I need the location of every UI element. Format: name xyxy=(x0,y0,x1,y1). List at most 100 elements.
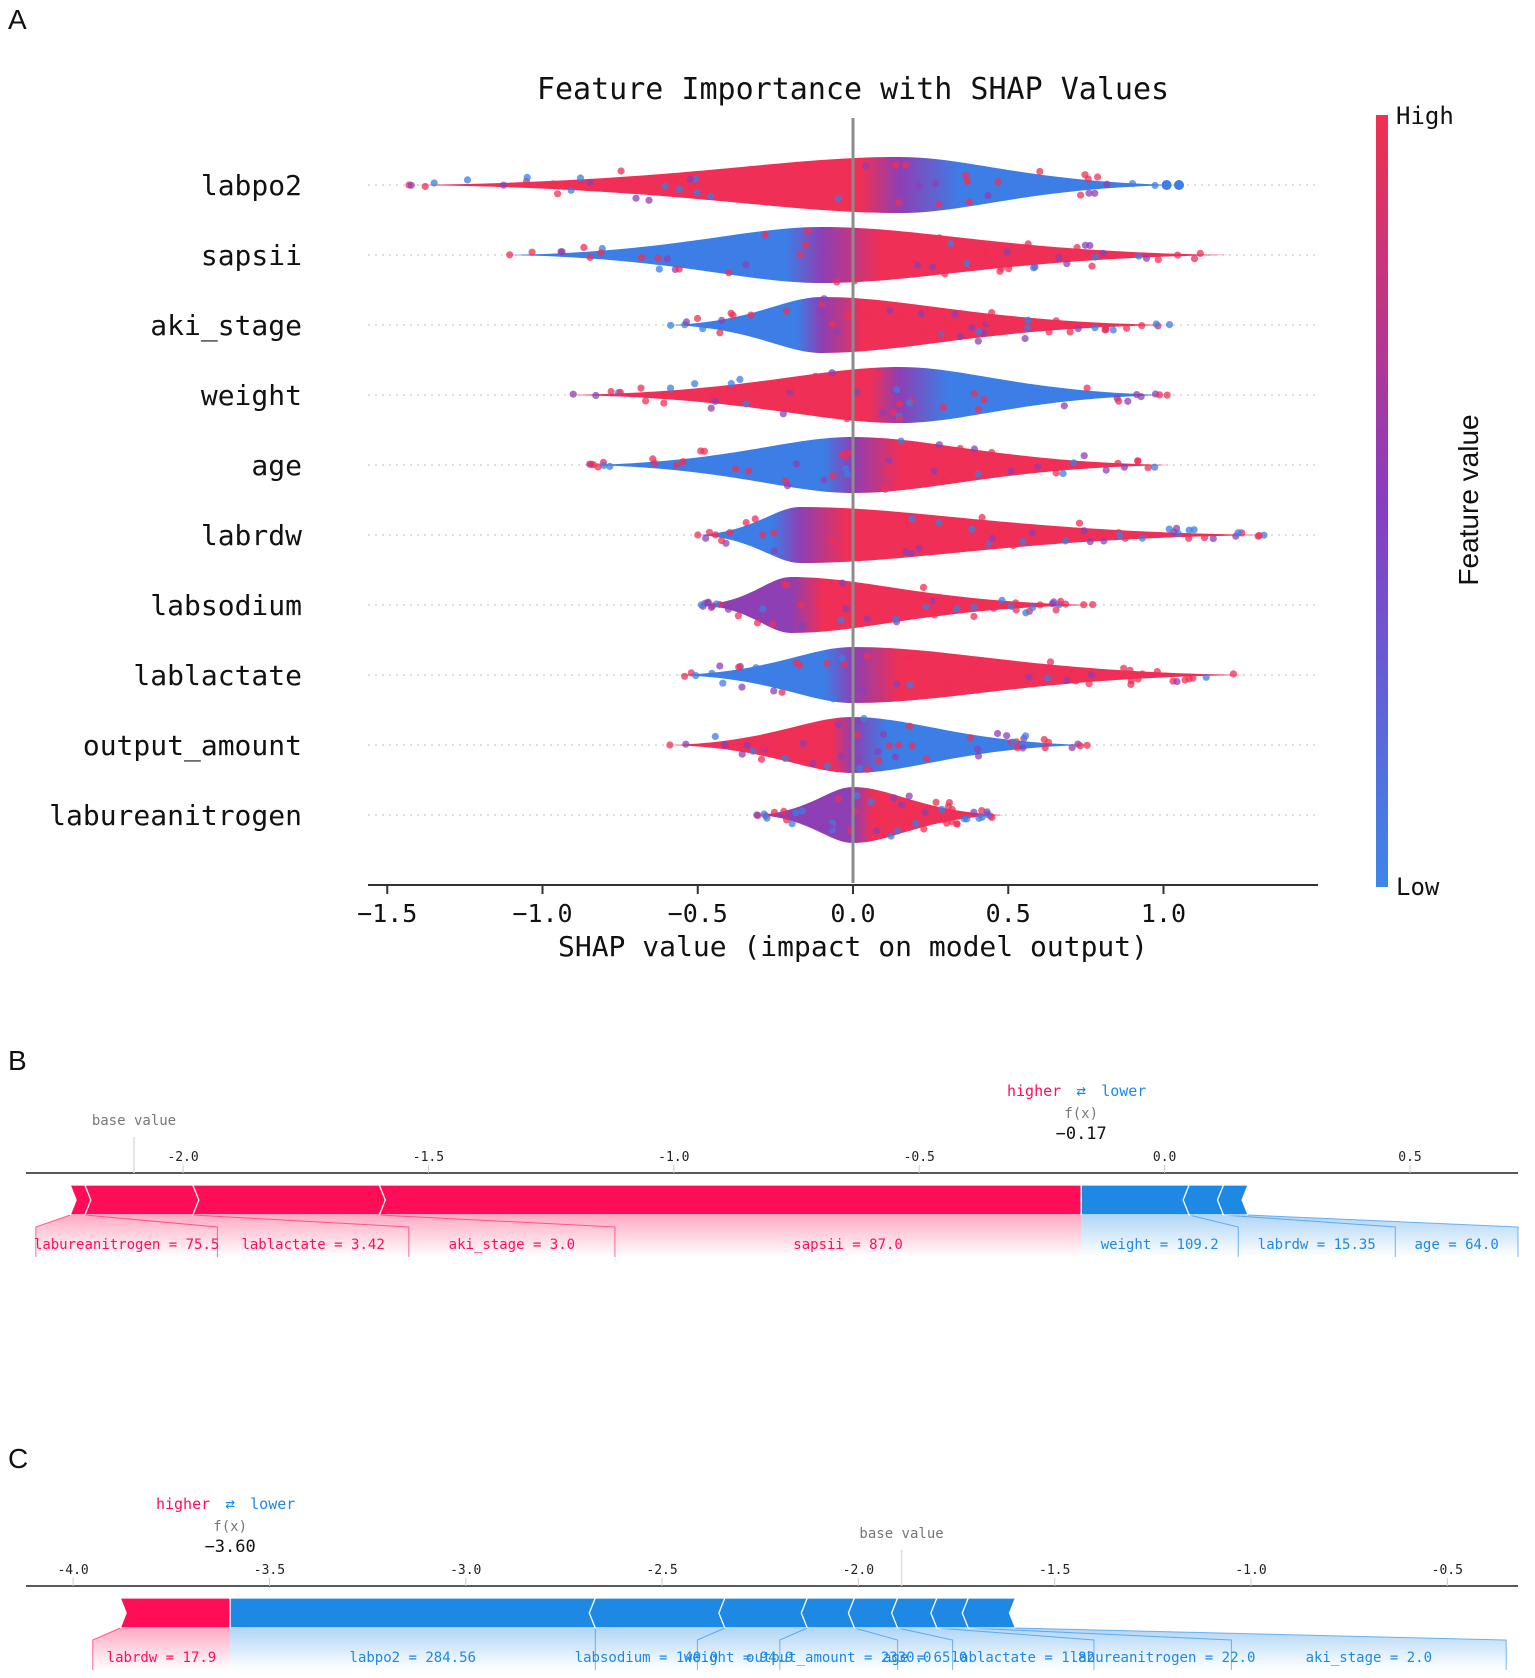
shap-point xyxy=(709,389,717,398)
shap-point xyxy=(1165,321,1174,329)
force-segment-negative xyxy=(800,1597,856,1629)
shap-point xyxy=(1124,397,1132,405)
feature-label: sapsii xyxy=(201,239,302,272)
shap-point xyxy=(854,718,862,726)
fx-value: −0.17 xyxy=(1056,1124,1107,1144)
shap-point xyxy=(829,538,837,547)
force-tick-label: -3.0 xyxy=(450,1563,481,1578)
chart-title: Feature Importance with SHAP Values xyxy=(537,72,1169,107)
force-feature-label: labureanitrogen = 22.0 xyxy=(1070,1650,1255,1666)
shap-point xyxy=(1013,744,1021,752)
shap-point xyxy=(1091,253,1099,261)
shap-point xyxy=(930,611,939,619)
shap-point xyxy=(994,178,1002,186)
shap-point xyxy=(769,620,777,628)
shap-point xyxy=(1109,326,1117,334)
shap-point xyxy=(930,467,938,475)
shap-point xyxy=(792,460,800,468)
shap-point xyxy=(655,265,663,273)
shap-point xyxy=(1086,241,1094,250)
shap-point xyxy=(1094,173,1102,181)
shap-point xyxy=(1174,251,1182,259)
shap-point xyxy=(754,383,763,391)
shap-point xyxy=(968,525,976,533)
shap-point xyxy=(759,531,767,539)
colorbar-low-label: Low xyxy=(1396,873,1440,901)
force-tick-label: -1.0 xyxy=(1235,1563,1266,1578)
force-feature-label: age = 64.0 xyxy=(1415,1237,1499,1253)
shap-point xyxy=(1061,537,1070,545)
shap-point xyxy=(951,310,959,318)
shap-point xyxy=(872,610,881,618)
shap-point xyxy=(895,741,903,749)
lower-label: lower xyxy=(250,1495,295,1513)
shap-point xyxy=(860,714,868,723)
shap-point xyxy=(726,529,734,537)
shap-point xyxy=(994,729,1002,738)
feature-label: weight xyxy=(201,379,302,412)
shap-point xyxy=(880,730,888,739)
shap-point xyxy=(686,175,695,183)
shap-point xyxy=(1100,537,1108,545)
shap-point xyxy=(724,605,733,613)
shap-point xyxy=(1036,167,1044,176)
x-axis-ticks: −1.5 −1.0 −0.5 0.0 0.5 1.0 xyxy=(357,885,1186,928)
shap-point xyxy=(1102,324,1110,332)
shap-point xyxy=(938,805,946,814)
colorbar xyxy=(1376,115,1388,887)
shap-point xyxy=(874,371,882,379)
force-tick-label: -3.5 xyxy=(254,1563,285,1578)
shap-point xyxy=(828,369,836,377)
shap-point xyxy=(1060,402,1068,410)
shap-point xyxy=(549,180,557,188)
shap-point xyxy=(770,687,778,695)
shap-point xyxy=(757,755,766,763)
shap-point xyxy=(963,177,972,186)
shap-point xyxy=(867,813,875,821)
shap-point xyxy=(990,604,998,612)
beeswarm-density xyxy=(669,717,1089,773)
shap-point xyxy=(798,807,806,815)
shap-point xyxy=(1234,529,1242,537)
shap-point xyxy=(802,241,810,249)
force-label-band xyxy=(1223,1215,1518,1257)
shap-point xyxy=(792,809,800,817)
shap-point xyxy=(739,461,748,469)
force-connector xyxy=(92,1627,121,1670)
shap-point xyxy=(697,601,706,609)
shap-point xyxy=(935,332,943,340)
force-connector xyxy=(379,1214,616,1257)
beeswarm-density xyxy=(697,507,1273,563)
shap-point xyxy=(863,653,872,661)
shap-point xyxy=(727,380,735,388)
shap-point xyxy=(905,315,913,324)
shap-point xyxy=(844,471,852,479)
shap-point xyxy=(708,669,716,677)
force-segment-negative xyxy=(588,1597,726,1629)
shap-point xyxy=(506,251,514,259)
shap-point xyxy=(692,672,700,680)
shap-point xyxy=(711,531,720,539)
shap-point xyxy=(1154,256,1162,264)
shap-point xyxy=(1134,675,1142,683)
shap-point xyxy=(893,441,901,449)
shap-point xyxy=(781,754,789,763)
shap-point xyxy=(1005,265,1013,273)
shap-point xyxy=(1059,469,1067,477)
shap-point xyxy=(1080,601,1088,609)
shap-point xyxy=(661,182,669,190)
shap-point xyxy=(788,820,796,828)
shap-point xyxy=(1007,467,1015,475)
shap-point xyxy=(1025,673,1033,681)
shap-point xyxy=(970,389,979,398)
shap-point xyxy=(1091,324,1099,332)
shap-point xyxy=(732,465,740,473)
shap-point xyxy=(1021,334,1029,343)
shap-point xyxy=(1076,742,1084,750)
shap-point xyxy=(1135,252,1143,260)
shap-point xyxy=(1116,531,1124,539)
shap-point xyxy=(523,173,531,181)
shap-point xyxy=(1202,673,1210,681)
shap-point xyxy=(859,686,867,694)
shap-point xyxy=(932,179,940,187)
